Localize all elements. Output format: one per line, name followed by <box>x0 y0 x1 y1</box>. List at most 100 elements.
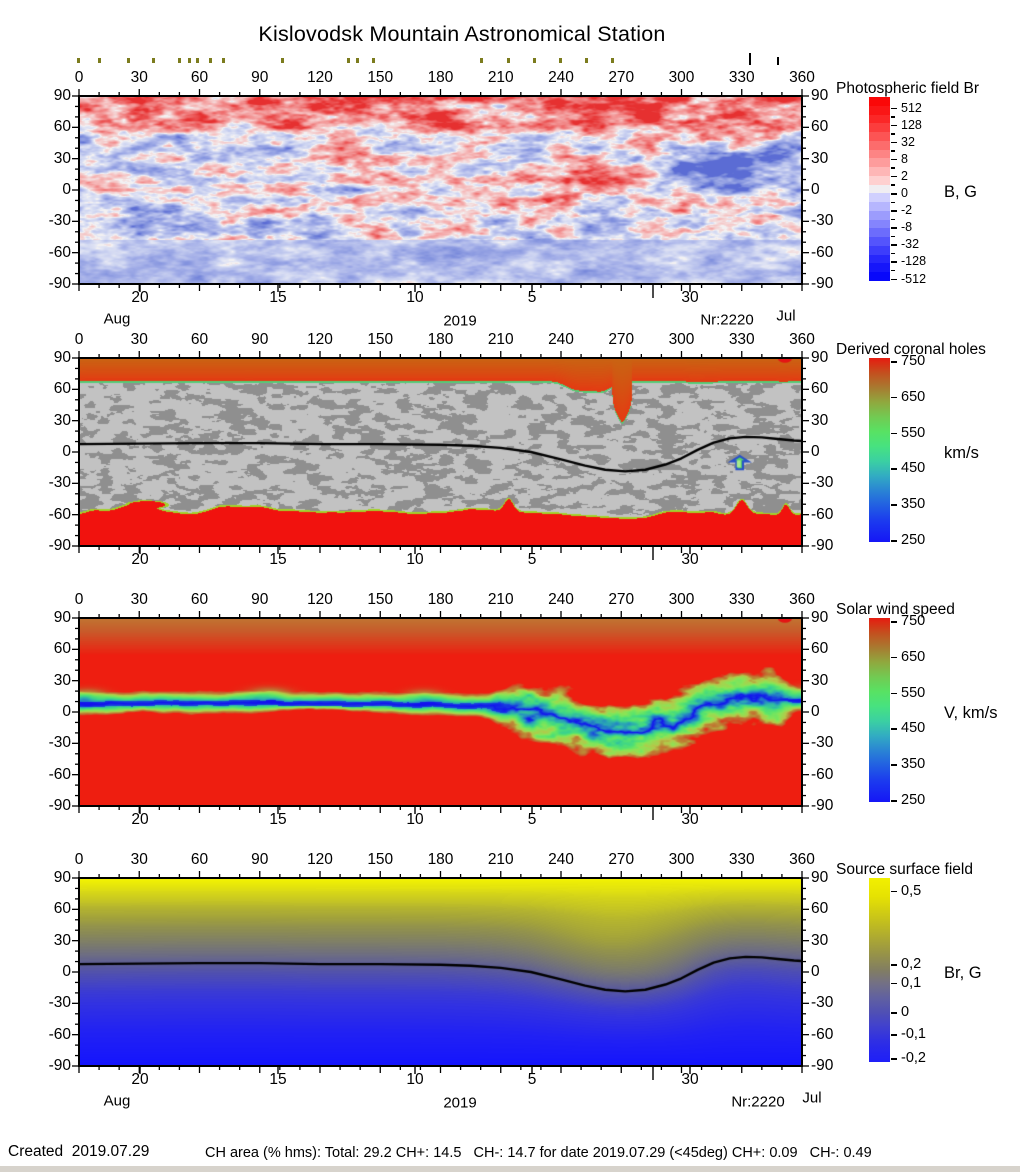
lon-tick-label: 330 <box>728 591 755 608</box>
colorbar-tick-label: 0 <box>901 186 908 200</box>
date-tick-label: 15 <box>269 811 287 828</box>
source-surface-field-map <box>79 878 802 1066</box>
lat-tick-label-left: -90 <box>48 1057 71 1074</box>
colorbar-tick <box>891 175 897 178</box>
date-tick-label: 30 <box>681 289 699 306</box>
date-tick-label: 30 <box>681 1071 699 1088</box>
coronal-holes-map <box>79 358 802 546</box>
observation-tick <box>356 58 359 63</box>
lon-tick-label: 360 <box>789 591 815 608</box>
lat-tick-label-left: 30 <box>53 931 71 949</box>
lon-tick-label: 240 <box>548 851 574 868</box>
month-label-right: Jul <box>776 307 796 325</box>
lon-tick-label: 270 <box>608 851 635 868</box>
colorbar-tick-labels: 0,5 0,2 0,1 0 -0,1 -0,2 <box>834 861 1020 1085</box>
colorbar-tick-label: 250 <box>901 532 926 548</box>
colorbar-coronal-holes: Derived coronal holes 750 650 550 450 350 250… <box>834 341 1020 565</box>
lat-tick-label-right: 60 <box>811 380 829 398</box>
lat-tick-label-left: 0 <box>62 703 71 720</box>
colorbar-tick <box>891 764 897 766</box>
colorbar-photospheric: Photospheric field Br 512 128 32 8 2 0 -2 -8 -32… <box>834 80 1020 304</box>
lon-tick-label: 150 <box>367 591 394 608</box>
lon-tick-label: 300 <box>668 591 695 608</box>
lat-tick-label-left: -60 <box>48 243 71 261</box>
colorbar-segment <box>869 123 890 133</box>
colorbar-title: Derived coronal holes <box>836 341 986 358</box>
colorbar-segment <box>869 263 890 273</box>
colorbar-tick-label: 0,2 <box>901 956 922 973</box>
colorbar-title: Solar wind speed <box>836 601 955 618</box>
lon-tick-label: 90 <box>251 851 269 868</box>
observation-tick <box>585 58 588 63</box>
colorbar-tick <box>891 150 895 152</box>
colorbar-tick-label: 2 <box>901 168 908 183</box>
colorbar-tick-label: -128 <box>901 254 927 269</box>
rotation-number: Nr:2220 <box>731 1093 785 1111</box>
date-tick-label: 30 <box>681 811 699 828</box>
month-label-right: Jul <box>802 1089 822 1107</box>
colorbar-tick <box>891 141 897 144</box>
colorbar-tick <box>891 252 895 255</box>
colorbar-tick-label: -2 <box>901 203 913 218</box>
lat-tick-label-left: 30 <box>53 149 71 167</box>
colorbar-segment <box>869 228 890 238</box>
colorbar-tick-label: 250 <box>901 792 926 808</box>
lon-tick-label: 150 <box>367 331 394 348</box>
lat-tick-label-right: 30 <box>811 671 829 689</box>
lon-tick-label: 210 <box>487 69 514 86</box>
lat-tick-label-right: 60 <box>811 640 829 658</box>
lat-tick-label-left: -60 <box>48 505 71 523</box>
colorbar-unit-label: Br, G <box>944 964 982 982</box>
colorbar-tick-label: 0,5 <box>901 882 922 899</box>
colorbar-segment <box>869 114 890 124</box>
lon-tick-label: 120 <box>307 591 333 608</box>
date-tick-label: 20 <box>131 551 149 568</box>
colorbar-wind-speed: Solar wind speed 750 650 550 450 350 250 V, k… <box>834 601 1020 825</box>
colorbar-tick <box>891 504 897 506</box>
lat-tick-label-left: -90 <box>48 537 71 554</box>
colorbar-tick-label: 128 <box>901 117 922 132</box>
date-tick-label: 5 <box>527 811 537 828</box>
colorbar-tick <box>891 210 897 212</box>
lat-tick-label-left: -90 <box>48 275 71 292</box>
lat-tick-label-right: 30 <box>811 149 829 167</box>
colorbar-scale <box>869 878 890 1062</box>
colorbar-tick-label: -8 <box>901 220 913 235</box>
photospheric-field-map <box>79 96 802 284</box>
lon-tick-label: 210 <box>487 851 514 868</box>
lat-tick-label-right: 0 <box>811 963 820 980</box>
colorbar-tick <box>891 361 897 363</box>
lon-tick-label: 0 <box>74 851 84 868</box>
lat-tick-label-right: 30 <box>811 411 829 429</box>
lat-tick-label-left: 0 <box>62 963 71 980</box>
window-edge <box>0 1166 1020 1172</box>
lat-tick-label-right: -90 <box>811 1057 834 1074</box>
observation-tick <box>372 58 375 63</box>
lon-tick-label: 90 <box>251 591 269 608</box>
figure-title: Kislovodsk Mountain Astronomical Station <box>258 22 666 46</box>
date-tick-label: 15 <box>269 1071 287 1088</box>
colorbar-tick <box>891 244 897 246</box>
observation-tick <box>559 58 562 63</box>
colorbar-segment <box>869 193 890 203</box>
colorbar-unit-label: V, km/s <box>944 704 998 722</box>
date-tick-label: 30 <box>681 551 699 568</box>
date-tick-label: 5 <box>527 551 537 568</box>
colorbar-tick <box>891 107 897 109</box>
observation-tick <box>533 58 536 63</box>
date-tick-label: 20 <box>131 1071 149 1088</box>
lat-tick-label-right: 90 <box>811 609 829 626</box>
lon-tick-label: 30 <box>130 69 148 86</box>
lat-tick-label-left: -30 <box>48 994 71 1012</box>
lat-tick-label-right: -90 <box>811 537 834 554</box>
lon-tick-label: 0 <box>74 69 84 86</box>
lat-tick-label-left: 60 <box>53 900 71 918</box>
observation-tick <box>196 58 199 63</box>
panel-coronal-holes <box>72 351 809 560</box>
panel-photospheric-field <box>72 89 809 298</box>
date-tick-label: 10 <box>406 289 424 306</box>
colorbar-segment <box>869 158 890 168</box>
lat-tick-label-right: 0 <box>811 443 820 460</box>
date-tick-label: 10 <box>406 551 424 568</box>
lon-tick-label: 270 <box>608 591 635 608</box>
